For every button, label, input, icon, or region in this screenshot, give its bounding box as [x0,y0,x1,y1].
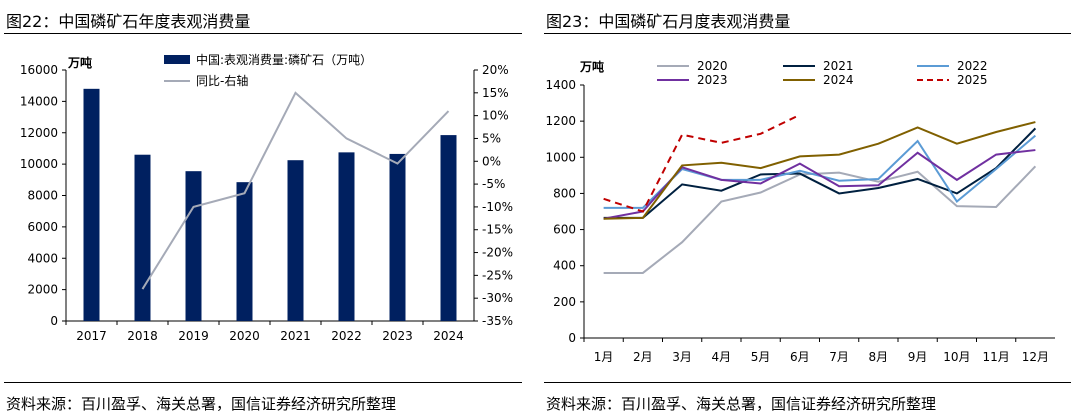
y2-tick-label: 20% [482,63,509,77]
right-figure-title: 图23：中国磷矿石月度表观消费量 [546,12,791,31]
legend-label: 2025 [957,73,988,87]
bar [440,135,457,321]
x-tick-label: 2017 [76,329,107,343]
y2-tick-label: -20% [482,246,513,260]
y-tick-label: 1400 [545,78,576,92]
legend-label: 2022 [957,59,988,73]
x-tick-label: 2018 [127,329,158,343]
x-tick-label: 10月 [943,350,970,364]
y-tick-label: 12000 [20,126,58,140]
y-tick-label: 16000 [20,63,58,77]
x-tick-label: 2024 [433,329,464,343]
left-panel: 图22：中国磷矿石年度表观消费量 资料来源：百川盈孚、海关总署，国信证券经济研究… [0,0,530,420]
left-title-rule [4,33,522,34]
right-source-rule [544,382,1071,383]
x-tick-label: 8月 [869,350,889,364]
y-tick-label: 1200 [545,114,576,128]
legend-swatch-bar [164,55,190,64]
y2-tick-label: -25% [482,268,513,282]
series-line [603,113,801,213]
y2-tick-label: -35% [482,314,513,328]
series-line [603,121,1036,220]
bar [338,152,355,321]
x-tick-label: 2019 [178,329,209,343]
legend-label: 2021 [823,59,854,73]
y-unit-label: 万吨 [67,55,92,70]
legend-label-bar: 中国:表观消费量:磷矿石（万吨） [196,52,372,67]
y-tick-label: 400 [553,259,576,273]
y-tick-label: 800 [553,186,576,200]
x-tick-label: 2021 [280,329,311,343]
bar [185,171,202,321]
legend-label: 2023 [697,73,728,87]
x-tick-label: 3月 [672,350,692,364]
bar [134,154,151,321]
x-tick-label: 12月 [1022,350,1049,364]
legend-label-line: 同比-右轴 [196,73,248,88]
bar [389,153,406,321]
series-line [603,127,1037,219]
y2-tick-label: 10% [482,109,509,123]
x-tick-label: 1月 [594,350,614,364]
bar [83,88,100,321]
y-tick-label: 10000 [20,157,58,171]
yoy-line [141,91,450,290]
y2-tick-label: 15% [482,86,509,100]
x-tick-label: 9月 [908,350,928,364]
y2-tick-label: 0% [482,154,501,168]
y2-tick-label: 5% [482,131,501,145]
right-title-rule [544,33,1071,34]
x-tick-label: 4月 [712,350,732,364]
series-line [603,165,1037,274]
x-tick-label: 11月 [982,350,1009,364]
y-tick-label: 6000 [27,220,58,234]
x-tick-label: 2020 [229,329,260,343]
y-tick-label: 600 [553,223,576,237]
y2-tick-label: -5% [482,177,505,191]
x-tick-label: 5月 [751,350,771,364]
right-panel: 图23：中国磷矿石月度表观消费量 资料来源：百川盈孚、海关总署，国信证券经济研究… [540,0,1079,420]
left-bar-line-chart: 0 2000 4000 6000 8000 10000 12000 14000 16000 -35… [20,52,513,343]
right-figure-source: 资料来源：百川盈孚、海关总署，国信证券经济研究所整理 [546,395,937,413]
y2-tick-label: -30% [482,291,513,305]
legend-label: 2024 [823,73,854,87]
left-figure-title: 图22：中国磷矿石年度表观消费量 [6,12,251,31]
y-unit-label: 万吨 [579,59,604,74]
left-figure-source: 资料来源：百川盈孚、海关总署，国信证券经济研究所整理 [6,395,397,413]
legend-label: 2020 [697,59,728,73]
left-source-rule [4,382,522,383]
y-tick-label: 14000 [20,94,58,108]
bar [287,160,304,321]
x-tick-label: 2月 [633,350,653,364]
y-tick-label: 0 [50,314,58,328]
x-tick-label: 7月 [829,350,849,364]
y-tick-label: 0 [568,331,576,345]
x-tick-label: 2022 [331,329,362,343]
y-tick-label: 2000 [27,283,58,297]
y-tick-label: 4000 [27,251,58,265]
y2-tick-label: -15% [482,223,513,237]
x-tick-label: 6月 [790,350,810,364]
x-tick-label: 2023 [382,329,413,343]
y-tick-label: 1000 [545,150,576,164]
y-tick-label: 200 [553,295,576,309]
bar [236,182,253,321]
y2-tick-label: -10% [482,200,513,214]
y-tick-label: 8000 [27,189,58,203]
